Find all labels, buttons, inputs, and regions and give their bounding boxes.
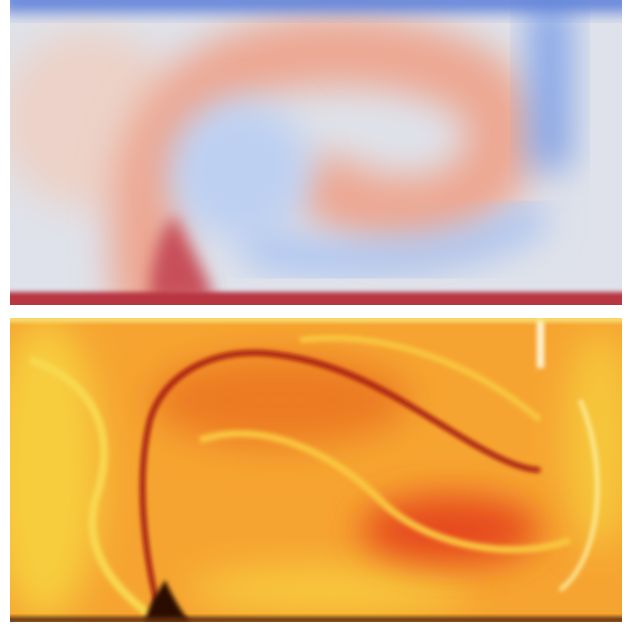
filament bbox=[198, 430, 572, 554]
top-edge bbox=[10, 318, 622, 322]
warm-swirl bbox=[110, 16, 537, 305]
bright-streak bbox=[558, 399, 600, 592]
cool-core bbox=[170, 100, 310, 240]
yellow-region bbox=[10, 320, 100, 620]
cool-column bbox=[530, 0, 570, 170]
bright-column bbox=[537, 318, 544, 368]
bottom-edge bbox=[10, 617, 622, 622]
top-field bbox=[10, 0, 622, 305]
dark-plume bbox=[145, 580, 190, 622]
cool-band bbox=[242, 202, 548, 277]
bottom-field bbox=[10, 318, 622, 622]
filament bbox=[28, 356, 153, 619]
filament bbox=[299, 335, 542, 423]
yellow-region bbox=[190, 565, 470, 615]
hot-plume bbox=[150, 215, 215, 300]
hot-wall bbox=[10, 292, 622, 305]
cold-wall bbox=[10, 0, 622, 12]
dark-streak bbox=[140, 350, 541, 616]
orange-region bbox=[150, 355, 410, 445]
yellow-region bbox=[565, 330, 622, 550]
